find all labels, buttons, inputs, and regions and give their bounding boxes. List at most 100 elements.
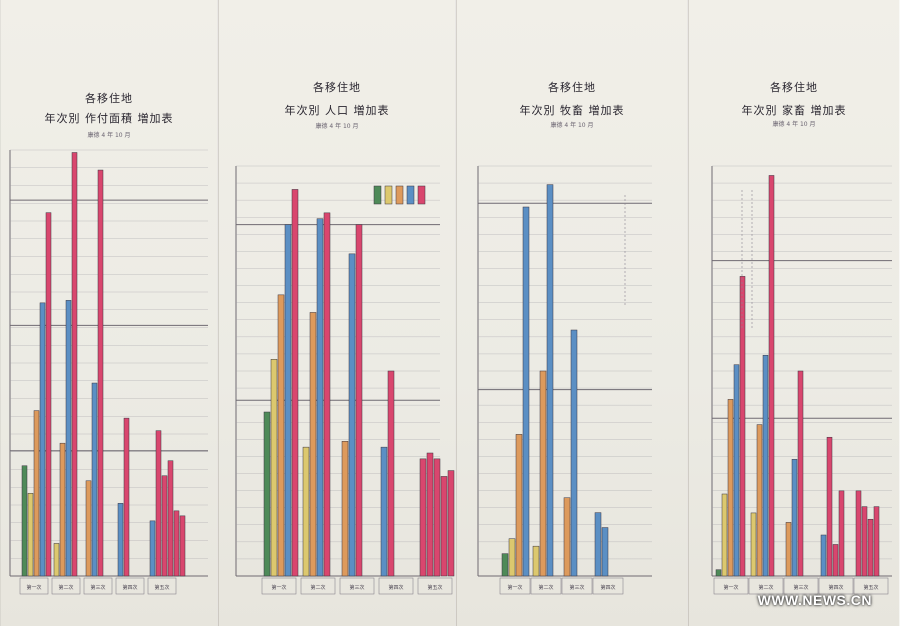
legend-swatch (395, 185, 404, 205)
bar (39, 302, 46, 577)
bar (855, 490, 862, 577)
category-label-box (300, 577, 336, 595)
legend-swatch (373, 185, 382, 205)
bar (21, 465, 28, 577)
category-label-box (818, 577, 854, 595)
category-label: 第五次 (863, 584, 878, 591)
bar (570, 329, 578, 577)
bar (762, 354, 769, 577)
bar (316, 218, 324, 577)
category-label: 第二次 (758, 584, 773, 591)
bar (348, 253, 356, 577)
category-label: 第一次 (26, 584, 41, 591)
news-credit-watermark: WWW.NEWS.CN (757, 592, 872, 608)
bar (791, 459, 798, 577)
category-label-box (83, 577, 113, 595)
category-label-box (115, 577, 145, 595)
bar (797, 370, 804, 577)
legend-swatch (417, 185, 426, 205)
bar (785, 522, 792, 577)
chart-subtitle: 年次別 牧畜 増加表 (519, 104, 625, 117)
category-label: 第二次 (310, 584, 325, 591)
category-label-box (339, 577, 375, 595)
category-label: 第一次 (507, 584, 522, 591)
bar (85, 480, 92, 577)
category-label-box (378, 577, 414, 595)
bar (433, 458, 441, 577)
bar (117, 503, 124, 577)
category-label-box (19, 577, 49, 595)
category-label: 第四次 (828, 584, 843, 591)
category-label: 第四次 (388, 584, 403, 591)
bar (826, 436, 833, 577)
category-label: 第五次 (427, 584, 442, 591)
bar (161, 475, 168, 577)
chart-subtitle: 年次別 人口 増加表 (284, 104, 390, 117)
bar (263, 411, 271, 577)
bar (715, 569, 722, 577)
category-label: 第一次 (271, 584, 286, 591)
category-label-box (748, 577, 784, 595)
bar (532, 545, 540, 577)
category-label-box (417, 577, 453, 595)
category-label-box (713, 577, 749, 595)
category-label-box (592, 577, 624, 595)
bar (733, 364, 740, 577)
category-label: 第三次 (793, 584, 808, 591)
category-label: 第一次 (723, 584, 738, 591)
bar (309, 312, 317, 577)
bar (861, 506, 868, 577)
bar (277, 294, 285, 577)
bar (426, 452, 434, 577)
bar (838, 490, 845, 577)
bar (302, 446, 310, 577)
bar (380, 446, 388, 577)
bar (59, 442, 66, 577)
bar (173, 510, 180, 577)
bar (284, 224, 292, 577)
bar (546, 184, 554, 577)
bar (387, 370, 395, 577)
category-label: 第四次 (600, 584, 615, 591)
bar (179, 515, 186, 577)
bar (71, 152, 78, 577)
bar (601, 527, 609, 577)
category-label: 第三次 (90, 584, 105, 591)
bar (291, 189, 299, 577)
category-label-box (499, 577, 531, 595)
category-label: 第四次 (122, 584, 137, 591)
bar (750, 512, 757, 577)
chart-date: 康德 4 年 10 月 (315, 123, 359, 130)
bar (65, 300, 72, 577)
chart-title: 各移住地 (770, 81, 818, 94)
bar (522, 206, 530, 577)
fold-crease (455, 0, 457, 626)
bar (27, 493, 34, 577)
chart-date: 康德 4 年 10 月 (87, 132, 131, 139)
bar (739, 276, 746, 577)
chart-title: 各移住地 (85, 92, 133, 105)
bar (515, 434, 523, 577)
bar (341, 441, 349, 577)
chart-subtitle: 年次別 作付面積 増加表 (44, 112, 174, 125)
category-label-box (561, 577, 593, 595)
bar (355, 224, 363, 577)
category-label-box (530, 577, 562, 595)
chart-sheet-2: 各移住地 年次別 人口 増加表 康德 4 年 10 月 (218, 0, 456, 626)
bar (45, 212, 52, 577)
category-label-box (853, 577, 889, 595)
chart-subtitle: 年次別 家畜 増加表 (741, 104, 847, 117)
bar (33, 410, 40, 577)
bar (727, 399, 734, 577)
bar (53, 543, 60, 577)
bar (594, 512, 602, 577)
chart-title: 各移住地 (313, 81, 361, 94)
bar (721, 493, 728, 577)
bar (97, 169, 104, 577)
category-label-box (51, 577, 81, 595)
bar (155, 430, 162, 577)
bar (123, 417, 130, 577)
bar (768, 175, 775, 577)
category-label-box (783, 577, 819, 595)
legend-swatch (384, 185, 393, 205)
